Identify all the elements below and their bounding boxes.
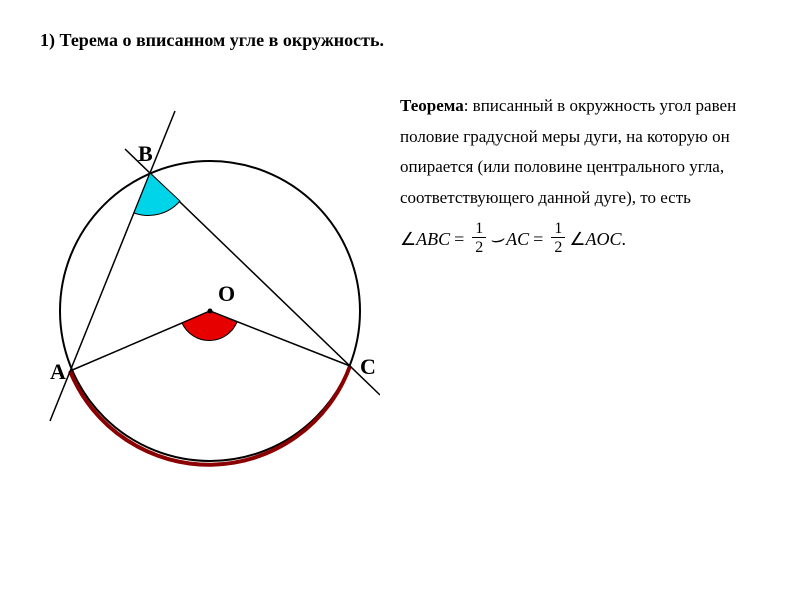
frac2-num: 1 [551, 221, 565, 238]
content-row: ABCO Теорема: вписанный в окружность уго… [40, 81, 760, 506]
fraction-2: 1 2 [551, 221, 565, 257]
arc-ac: AC [506, 223, 529, 255]
frac1-num: 1 [472, 221, 486, 238]
period: . [621, 223, 626, 255]
frac2-den: 2 [551, 238, 565, 257]
theorem-label: Теорема [400, 96, 464, 115]
angle-aoc: AOC [585, 223, 621, 255]
diagram-svg: A B C O [40, 81, 380, 501]
fraction-1: 1 2 [472, 221, 486, 257]
equals-1: = [454, 223, 464, 255]
svg-text:C: C [360, 354, 376, 379]
equals-2: = [533, 223, 543, 255]
formula: ∠ABC = 1 2 ⌣ AC = 1 2 ∠AOC. [400, 221, 760, 257]
angle-symbol-2: ∠ [569, 223, 585, 255]
angle-abc: ABC [416, 223, 450, 255]
page-title: 1) Терема о вписанном угле в окружность. [40, 30, 760, 51]
angle-symbol-1: ∠ [400, 223, 416, 255]
svg-text:B: B [138, 141, 153, 166]
circle-diagram: A B C O [40, 81, 380, 506]
theorem-text-block: Теорема: вписанный в окружность угол рав… [400, 81, 760, 258]
svg-text:A: A [50, 359, 66, 384]
frac1-den: 2 [472, 238, 486, 257]
svg-text:O: O [218, 281, 235, 306]
